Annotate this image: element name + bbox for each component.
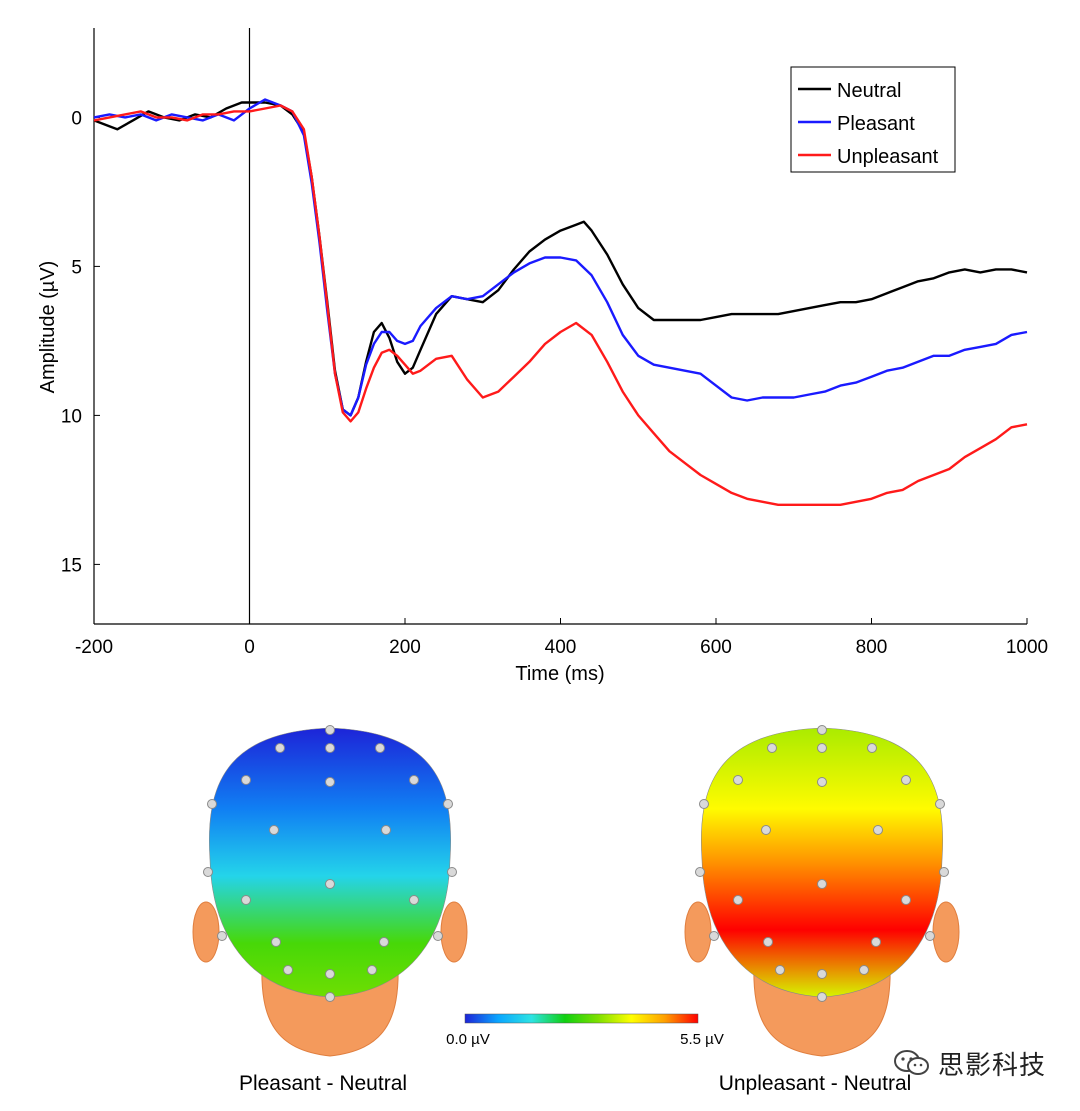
topomap-caption-unpleasant: Unpleasant - Neutral [719,1072,912,1095]
colorbar-max-label: 5.5 µV [680,1031,724,1048]
electrode-marker [447,867,457,877]
left-ear-shape [192,901,220,963]
electrode-marker [817,992,827,1002]
electrode-marker [271,937,281,947]
watermark: 思影科技 [892,1045,1046,1081]
series-line-unpleasant [93,104,1028,506]
colorbar-gradient [464,1013,699,1024]
legend-label-pleasant: Pleasant [837,113,915,135]
legend-label-unpleasant: Unpleasant [837,146,939,168]
colorbar-min-label: 0.0 µV [446,1031,490,1048]
topomap-head-unpleasant [684,725,960,1057]
electrode-marker [217,931,227,941]
electrode-marker [381,825,391,835]
electrode-marker [367,965,377,975]
electrode-marker [269,825,279,835]
chart-legend: Neutral Pleasant Unpleasant [790,66,956,173]
electrode-marker [275,743,285,753]
electrode-marker [207,799,217,809]
electrode-marker [203,867,213,877]
electrode-marker [283,965,293,975]
electrode-marker [775,965,785,975]
electrode-marker [817,969,827,979]
electrode-marker [695,867,705,877]
electrode-marker [325,969,335,979]
legend-label-neutral: Neutral [837,80,901,102]
electrode-marker [325,777,335,787]
scalp-surface [209,727,451,998]
electrode-marker [699,799,709,809]
x-tick-label: -200 [75,637,113,658]
electrode-marker [901,895,911,905]
electrode-marker [409,895,419,905]
scalp-surface [701,727,943,998]
x-axis-label: Time (ms) [515,663,604,685]
electrode-marker [325,879,335,889]
electrode-marker [817,725,827,735]
y-tick-label: 10 [61,406,82,427]
x-tick-label: 600 [700,637,732,658]
electrode-marker [817,777,827,787]
electrode-marker [709,931,719,941]
x-tick-label: 800 [856,637,888,658]
electrode-marker [867,743,877,753]
topomap-heads [192,725,960,1057]
electrode-marker [733,895,743,905]
electrode-marker [935,799,945,809]
electrode-marker [767,743,777,753]
y-axis-label: Amplitude (µV) [37,261,59,394]
erp-chart: -200 0 200 400 600 800 1000 0 5 10 15 Neutral Pleas… [37,28,1048,685]
electrode-marker [241,775,251,785]
topomap-head-pleasant [192,725,468,1057]
electrode-marker [433,931,443,941]
topomap-panel: Pleasant - Neutral Unpleasant - Neutral … [192,725,960,1095]
electrode-marker [925,931,935,941]
right-ear-shape [932,901,960,963]
watermark-text: 思影科技 [938,1050,1047,1081]
y-tick-label: 15 [61,555,82,576]
electrode-marker [763,937,773,947]
y-tick-label: 5 [71,257,82,278]
electrode-marker [817,743,827,753]
series-line-pleasant [93,98,1028,417]
electrode-marker [325,743,335,753]
electrode-marker [409,775,419,785]
colorbar [464,1013,699,1024]
electrode-marker [761,825,771,835]
electrode-marker [873,825,883,835]
electrode-marker [443,799,453,809]
electrode-marker [375,743,385,753]
electrode-marker [241,895,251,905]
electrode-marker [817,879,827,889]
wechat-logo-icon [894,1050,929,1075]
x-tick-label: 400 [545,637,577,658]
x-tick-label: 200 [389,637,421,658]
x-tick-label: 1000 [1006,637,1048,658]
electrode-marker [733,775,743,785]
electrode-marker [901,775,911,785]
electrode-marker [859,965,869,975]
topomap-caption-pleasant: Pleasant - Neutral [239,1072,407,1095]
chart-axes: -200 0 200 400 600 800 1000 0 5 10 15 [61,28,1048,658]
electrode-marker [325,725,335,735]
electrode-marker [325,992,335,1002]
electrode-marker [939,867,949,877]
x-tick-label: 0 [244,637,255,658]
electrode-marker [379,937,389,947]
chart-series [93,98,1028,506]
electrode-marker [871,937,881,947]
right-ear-shape [440,901,468,963]
left-ear-shape [684,901,712,963]
y-tick-label: 0 [71,108,82,129]
